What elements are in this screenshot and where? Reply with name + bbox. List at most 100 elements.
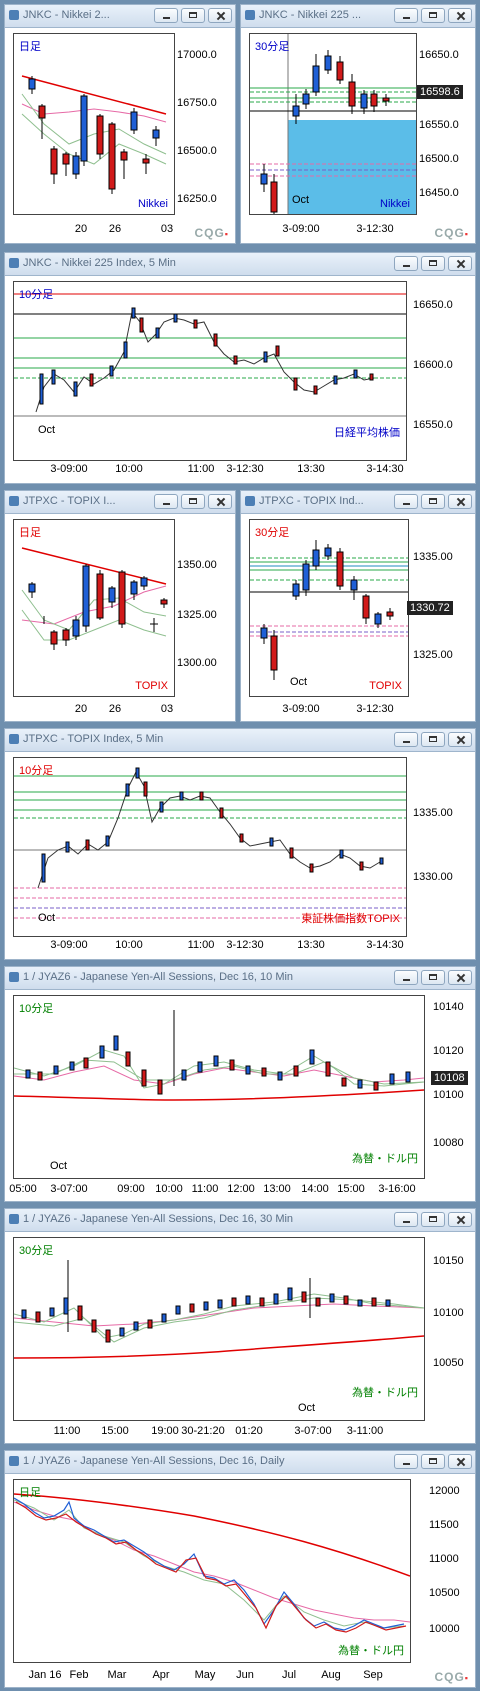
app-icon: [9, 10, 19, 20]
title-bar[interactable]: JTPXC - TOPIX I...: [5, 491, 235, 514]
time-label: 12:00: [227, 1183, 255, 1195]
close-button[interactable]: [448, 494, 472, 509]
maximize-button[interactable]: [421, 256, 445, 271]
timeframe-label: 日足: [19, 527, 41, 539]
time-label: 11:00: [187, 939, 215, 951]
date-label: 03: [160, 223, 174, 235]
maximize-button[interactable]: [421, 970, 445, 985]
price-label: 16650.0: [413, 299, 453, 311]
close-button[interactable]: [448, 1212, 472, 1227]
chart-window-topix-30min[interactable]: JTPXC - TOPIX Ind...: [240, 490, 476, 722]
chart-window-nikkei-30min[interactable]: JNKC - Nikkei 225 ...: [240, 4, 476, 244]
chart-plot-area[interactable]: 日足 為替・ドル円: [13, 1479, 411, 1663]
minimize-button[interactable]: [154, 494, 178, 509]
time-label: 30-21:20: [181, 1425, 225, 1437]
close-button[interactable]: [448, 8, 472, 23]
close-button[interactable]: [448, 1454, 472, 1469]
close-button[interactable]: [448, 256, 472, 271]
price-label: 1335.00: [413, 807, 453, 819]
chart-plot-area[interactable]: 日足 Nikkei: [13, 33, 175, 215]
maximize-button[interactable]: [421, 494, 445, 509]
maximize-button[interactable]: [421, 732, 445, 747]
time-label: 15:00: [101, 1425, 129, 1437]
title-bar[interactable]: 1 / JYAZ6 - Japanese Yen-All Sessions, D…: [5, 967, 475, 990]
title-bar[interactable]: JNKC - Nikkei 225 Index, 5 Min: [5, 253, 475, 276]
candlestick-chart: [14, 1493, 410, 1633]
time-label: 10:00: [115, 939, 143, 951]
title-bar[interactable]: 1 / JYAZ6 - Japanese Yen-All Sessions, D…: [5, 1209, 475, 1232]
chart-plot-area[interactable]: 10分足 Oct 日経平均株価: [13, 281, 407, 461]
timeframe-label: 10分足: [19, 289, 54, 301]
time-label: 3-16:00: [378, 1183, 416, 1195]
chart-plot-area[interactable]: 10分足 Oct 為替・ドル円: [13, 995, 425, 1179]
date-label: 03: [160, 703, 174, 715]
price-label: 11500: [429, 1519, 459, 1531]
title-bar[interactable]: 1 / JYAZ6 - Japanese Yen-All Sessions, D…: [5, 1451, 475, 1474]
candlestick-chart: [14, 1260, 424, 1359]
chart-plot-area[interactable]: 30分足 Oct Nikkei: [249, 33, 417, 215]
chart-window-nikkei-5min[interactable]: JNKC - Nikkei 225 Index, 5 Min: [4, 252, 476, 484]
price-label: 16750.0: [177, 97, 217, 109]
maximize-button[interactable]: [181, 494, 205, 509]
title-bar[interactable]: JNKC - Nikkei 225 ...: [241, 5, 475, 28]
minimize-button[interactable]: [394, 1454, 418, 1469]
time-label: 01:20: [235, 1425, 263, 1437]
cqg-logo: CQG▪: [434, 1670, 469, 1684]
minimize-button[interactable]: [154, 8, 178, 23]
month-marker: Oct: [38, 424, 56, 436]
date-label: Jun: [236, 1669, 254, 1681]
last-price-tag: 1330.72: [407, 601, 453, 615]
price-label: 17000.0: [177, 49, 217, 61]
maximize-button[interactable]: [421, 1212, 445, 1227]
chart-window-topix-daily[interactable]: JTPXC - TOPIX I...: [4, 490, 236, 722]
time-label: 3-11:00: [346, 1425, 384, 1437]
time-label: 19:00: [151, 1425, 179, 1437]
chart-window-nikkei-daily[interactable]: JNKC - Nikkei 2...: [4, 4, 236, 244]
chart-window-yen-30min[interactable]: 1 / JYAZ6 - Japanese Yen-All Sessions, D…: [4, 1208, 476, 1444]
chart-plot-area[interactable]: 日足 TOPIX: [13, 519, 175, 697]
close-button[interactable]: [448, 732, 472, 747]
cqg-logo: CQG▪: [434, 226, 469, 240]
maximize-button[interactable]: [421, 8, 445, 23]
minimize-button[interactable]: [394, 8, 418, 23]
minimize-button[interactable]: [394, 970, 418, 985]
timeframe-label: 10分足: [19, 1003, 54, 1015]
app-icon: [9, 1214, 19, 1224]
minimize-button[interactable]: [394, 494, 418, 509]
window-title: JTPXC - TOPIX Ind...: [259, 495, 364, 507]
minimize-button[interactable]: [394, 256, 418, 271]
minimize-button[interactable]: [394, 1212, 418, 1227]
candlestick-chart: [14, 1010, 424, 1101]
month-marker: Oct: [292, 194, 310, 206]
price-label: 12000: [429, 1485, 460, 1497]
timeframe-label: 30分足: [255, 527, 290, 539]
chart-plot-area[interactable]: 10分足 Oct 東証株価指数TOPIX: [13, 757, 407, 937]
time-label: 3-14:30: [366, 939, 404, 951]
price-label: 10500: [429, 1587, 460, 1599]
close-button[interactable]: [208, 494, 232, 509]
last-price-tag: 16598.6: [417, 85, 463, 99]
price-label: 16500.0: [419, 153, 459, 165]
title-bar[interactable]: JNKC - Nikkei 2...: [5, 5, 235, 28]
title-bar[interactable]: JTPXC - TOPIX Ind...: [241, 491, 475, 514]
date-label: 26: [108, 703, 122, 715]
chart-plot-area[interactable]: 30分足 Oct TOPIX: [249, 519, 409, 697]
date-label: Jul: [281, 1669, 297, 1681]
time-label: 11:00: [191, 1183, 219, 1195]
maximize-button[interactable]: [181, 8, 205, 23]
date-label: Aug: [321, 1669, 341, 1681]
title-bar[interactable]: JTPXC - TOPIX Index, 5 Min: [5, 729, 475, 752]
app-icon: [9, 972, 19, 982]
chart-window-yen-daily[interactable]: 1 / JYAZ6 - Japanese Yen-All Sessions, D…: [4, 1450, 476, 1688]
maximize-button[interactable]: [421, 1454, 445, 1469]
price-label: 16650.0: [419, 49, 459, 61]
chart-plot-area[interactable]: 30分足 Oct 為替・ドル円: [13, 1237, 425, 1421]
close-button[interactable]: [448, 970, 472, 985]
minimize-button[interactable]: [394, 732, 418, 747]
chart-window-topix-5min[interactable]: JTPXC - TOPIX Index, 5 Min: [4, 728, 476, 960]
date-label: Apr: [152, 1669, 170, 1681]
chart-window-yen-10min[interactable]: 1 / JYAZ6 - Japanese Yen-All Sessions, D…: [4, 966, 476, 1202]
window-title: 1 / JYAZ6 - Japanese Yen-All Sessions, D…: [23, 1455, 285, 1467]
close-button[interactable]: [208, 8, 232, 23]
window-title: JTPXC - TOPIX I...: [23, 495, 116, 507]
